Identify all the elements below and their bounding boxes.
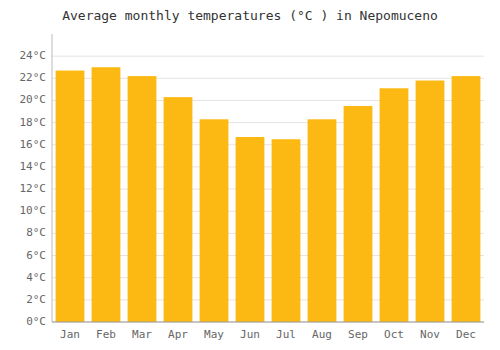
- y-tick-label: 20°C: [20, 93, 47, 106]
- y-tick-label: 12°C: [20, 182, 47, 195]
- y-ticks: 0°C 2°C 4°C 6°C 8°C 10°C 12°C 14°C 16°C 18°C 20°C 2…: [20, 49, 47, 328]
- x-tick-label: Apr: [168, 328, 188, 341]
- y-tick-label: 24°C: [20, 49, 47, 62]
- y-tick-label: 22°C: [20, 71, 47, 84]
- chart-container: 0°C 2°C 4°C 6°C 8°C 10°C 12°C 14°C 16°C 18°C 20°C 2…: [0, 0, 500, 350]
- bar: [56, 71, 85, 322]
- background: [0, 0, 500, 350]
- x-tick-label: Sep: [348, 328, 368, 341]
- y-tick-label: 16°C: [20, 138, 47, 151]
- y-tick-label: 0°C: [26, 315, 46, 328]
- x-axis-line: [52, 322, 484, 323]
- y-tick-label: 14°C: [20, 160, 47, 173]
- x-tick-label: Jun: [240, 328, 260, 341]
- x-tick-label: Feb: [96, 328, 116, 341]
- axes: [52, 34, 484, 322]
- grid-line: [52, 56, 484, 57]
- bar: [416, 81, 445, 322]
- bar: [380, 88, 409, 322]
- bar: [236, 137, 265, 322]
- bars: [56, 67, 481, 322]
- title: Average monthly temperatures (°C ) in Ne…: [62, 8, 438, 23]
- y-tick-label: 8°C: [26, 226, 46, 239]
- x-ticks: Jan Feb Mar Apr May Jun Jul Aug Sep Oct Nov Dec: [60, 328, 476, 341]
- x-tick-label: May: [204, 328, 224, 341]
- x-tick-label: Mar: [132, 328, 152, 341]
- y-tick-label: 18°C: [20, 116, 47, 129]
- x-tick-label: Oct: [384, 328, 404, 341]
- x-tick-label: Aug: [312, 328, 332, 341]
- y-tick-label: 4°C: [26, 271, 46, 284]
- bar: [164, 97, 193, 322]
- x-tick-label: Jul: [276, 328, 296, 341]
- y-tick-label: 2°C: [26, 293, 46, 306]
- grid: [52, 56, 484, 322]
- x-tick-label: Jan: [60, 328, 80, 341]
- page: {"chart_data": {"type": "bar", "title": …: [0, 0, 500, 350]
- bar: [128, 76, 157, 322]
- bar: [344, 106, 373, 322]
- x-tick-label: Nov: [420, 328, 440, 341]
- bar: [92, 67, 121, 322]
- bar: [200, 119, 229, 322]
- bar: [272, 139, 301, 322]
- y-tick-label: 6°C: [26, 249, 46, 262]
- bar: [308, 119, 337, 322]
- chart-svg: 0°C 2°C 4°C 6°C 8°C 10°C 12°C 14°C 16°C 18°C 20°C 2…: [0, 0, 500, 350]
- y-tick-label: 10°C: [20, 204, 47, 217]
- y-axis-line: [52, 34, 53, 322]
- grid-line: [52, 322, 484, 323]
- bar: [452, 76, 481, 322]
- x-tick-label: Dec: [456, 328, 476, 341]
